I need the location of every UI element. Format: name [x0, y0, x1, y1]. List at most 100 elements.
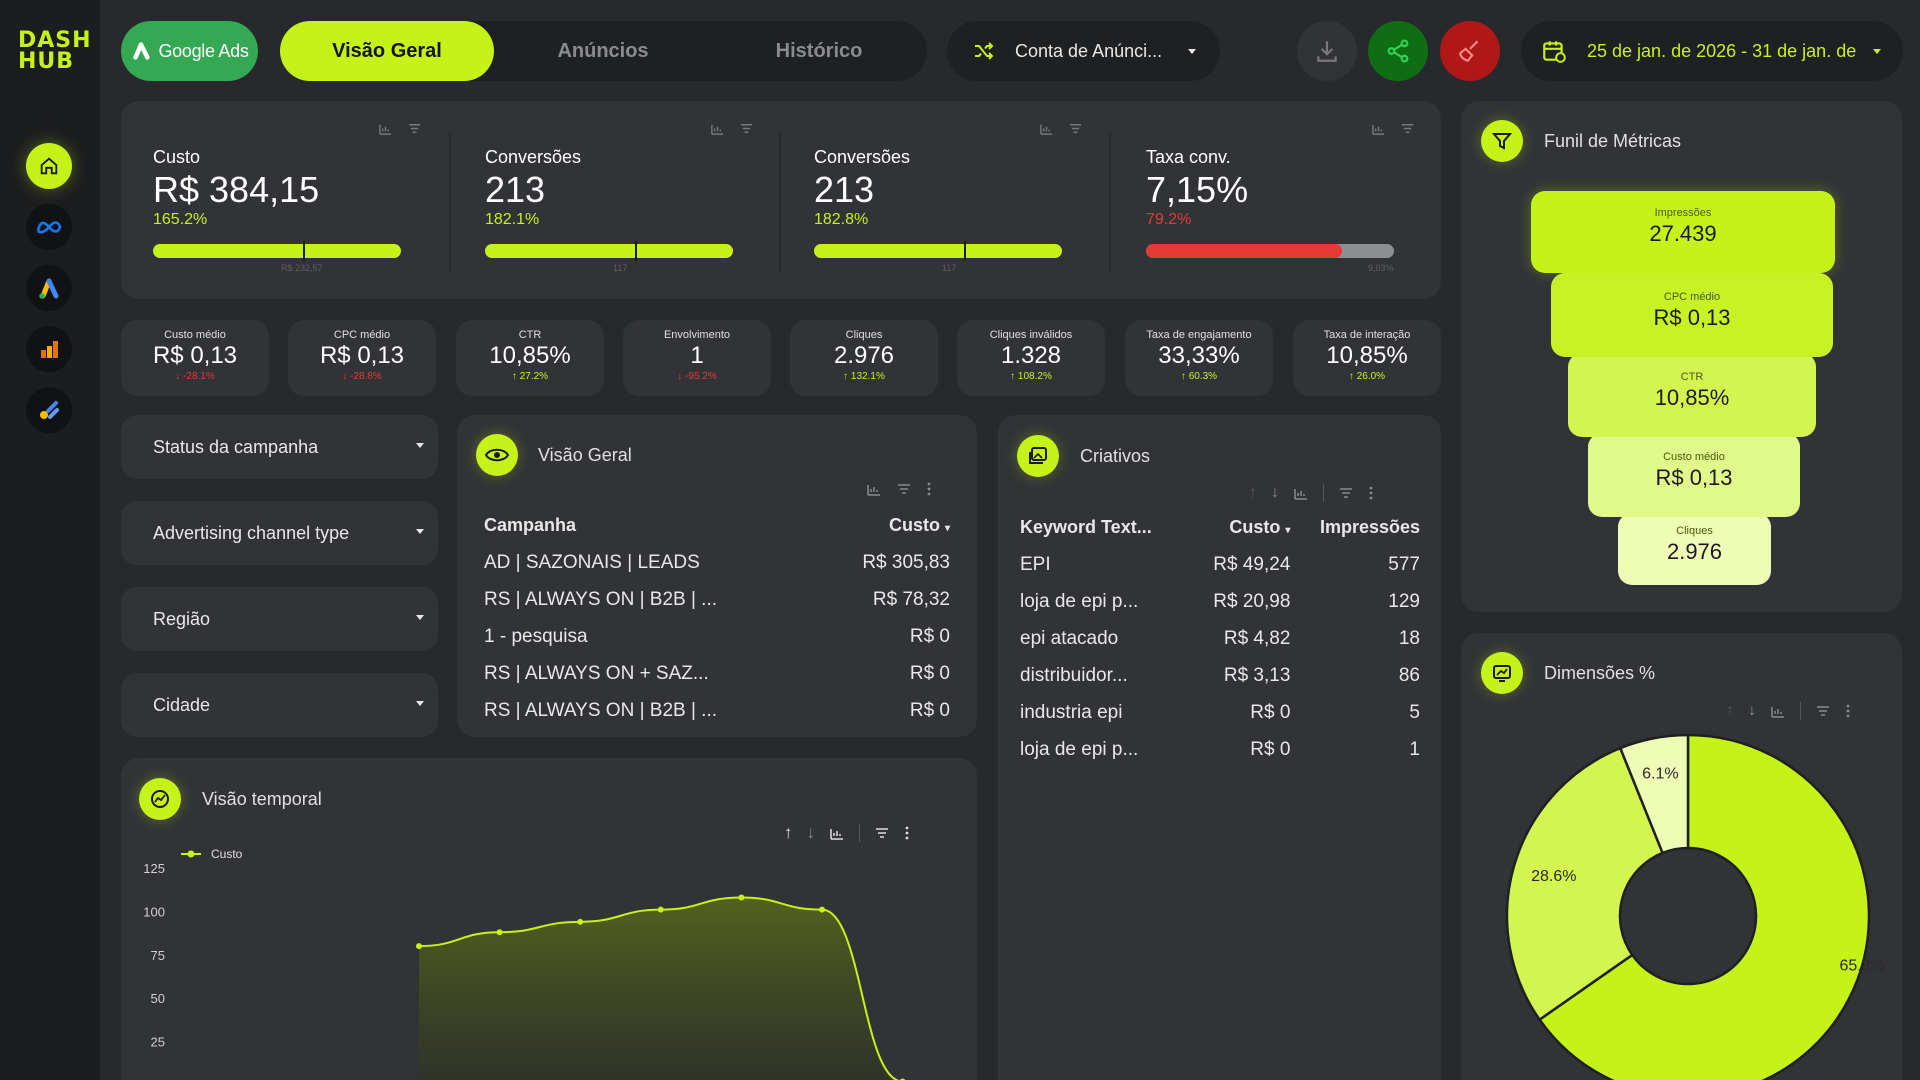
more-icon[interactable]: [904, 825, 910, 841]
cell-campanha: RS | ALWAYS ON | B2B | ...: [484, 699, 718, 721]
y-tick-label: 125: [143, 861, 165, 876]
metric-card: Taxa de engajamento 33,33% ↑ 60.3%: [1125, 320, 1273, 396]
table-row[interactable]: epi atacado R$ 4,82 18: [1020, 620, 1420, 657]
table-row[interactable]: RS | ALWAYS ON + SAZ... R$ 0: [484, 655, 950, 692]
table-row[interactable]: loja de epi p... R$ 20,98 129: [1020, 583, 1420, 620]
filter-status-campanha[interactable]: Status da campanha: [121, 415, 438, 479]
tab-anuncios[interactable]: Anúncios: [557, 39, 649, 62]
cell-custo: R$ 49,24: [1213, 553, 1291, 575]
filter-cidade[interactable]: Cidade: [121, 673, 438, 737]
metric-label: Cliques: [845, 329, 883, 341]
funnel-step: Cliques 2.976: [1618, 513, 1771, 585]
analytics-icon: [41, 341, 58, 358]
table-row[interactable]: EPI R$ 49,24 577: [1020, 546, 1420, 583]
target-marker: [964, 241, 966, 261]
sidebar-item-analytics[interactable]: [26, 326, 72, 372]
table-row[interactable]: AD | SAZONAIS | LEADS R$ 305,83: [484, 544, 950, 581]
clear-filters-button[interactable]: [1440, 21, 1500, 81]
column-header[interactable]: Impressões: [1319, 517, 1420, 537]
sidebar: DASH HUB: [0, 0, 100, 1080]
funnel-icon: [1481, 120, 1523, 162]
filter-regiao[interactable]: Região: [121, 587, 438, 651]
table-row[interactable]: RS | ALWAYS ON | B2B | ... R$ 78,32: [484, 581, 950, 618]
metric-label: CTR: [518, 329, 542, 341]
account-select[interactable]: Conta de Anúnci...: [947, 21, 1220, 81]
sort-down-icon[interactable]: ↓: [1748, 702, 1756, 719]
table-row[interactable]: loja de epi p... R$ 0 1: [1020, 731, 1420, 768]
chart-edit-icon[interactable]: [1371, 121, 1386, 136]
divider: [779, 133, 781, 273]
kpi-scorecards: Custo R$ 384,15 165.2% R$ 232,57 Conversões 2…: [121, 101, 1441, 299]
chart-edit-icon[interactable]: [378, 121, 393, 136]
data-point: [416, 943, 422, 950]
sort-down-icon[interactable]: ↓: [1271, 484, 1279, 501]
sort-up-icon[interactable]: ↑: [784, 823, 793, 842]
table-row[interactable]: RS | ALWAYS ON | B2B | ... R$ 0: [484, 692, 950, 729]
calendar-icon: [1543, 41, 1566, 63]
cell-impressoes: 577: [1388, 553, 1420, 575]
metric-value: 1: [690, 342, 704, 369]
sort-down-icon[interactable]: ↓: [806, 823, 816, 842]
column-header-sorted[interactable]: Custo ▾: [1229, 517, 1291, 537]
kpi-label: Conversões: [814, 147, 911, 167]
pie-slice: [1618, 733, 1690, 855]
cell-custo: R$ 4,82: [1223, 627, 1291, 649]
filter-icon[interactable]: [1338, 485, 1354, 501]
chart-edit-icon[interactable]: [829, 825, 845, 841]
metric-card: Cliques 2.976 ↑ 132.1%: [790, 320, 938, 396]
kpi-change: 182.8%: [814, 211, 869, 228]
sort-up-icon[interactable]: ↑: [1249, 484, 1257, 501]
more-icon[interactable]: [926, 481, 932, 497]
sidebar-item-home[interactable]: [26, 143, 72, 189]
temporal-title: Visão temporal: [202, 789, 322, 809]
pie-slice: [1505, 746, 1665, 1022]
tab-historico[interactable]: Histórico: [775, 39, 863, 62]
column-header[interactable]: Keyword Text...: [1020, 517, 1152, 537]
more-icon[interactable]: [1368, 485, 1374, 501]
chart-edit-icon[interactable]: [1293, 485, 1309, 501]
google-ads-button[interactable]: Google Ads: [121, 21, 258, 81]
sidebar-item-google-ads[interactable]: [26, 265, 72, 311]
table-row[interactable]: distribuidor... R$ 3,13 86: [1020, 657, 1420, 694]
chart-edit-icon[interactable]: [1770, 703, 1786, 719]
home-icon: [40, 157, 58, 175]
filter-icon[interactable]: [896, 481, 912, 497]
more-icon[interactable]: [1845, 703, 1851, 719]
filter-advertising-channel[interactable]: Advertising channel type: [121, 501, 438, 565]
arrow-up-icon: ↑: [1010, 371, 1016, 382]
chart-edit-icon[interactable]: [866, 481, 882, 497]
data-point: [657, 906, 664, 913]
chart-edit-icon[interactable]: [710, 121, 725, 136]
metric-change: ↓ -95.2%: [677, 371, 717, 382]
share-button[interactable]: [1368, 21, 1428, 81]
funnel-step: CTR 10,85%: [1568, 353, 1816, 437]
date-range-picker[interactable]: 25 de jan. de 2026 - 31 de jan. de: [1521, 21, 1903, 81]
share-icon: [1387, 39, 1409, 63]
tab-bar: Visão Geral Anúncios Histórico: [280, 21, 927, 81]
metric-card: Taxa de interação 10,85% ↑ 26.0%: [1293, 320, 1441, 396]
table-row[interactable]: 1 - pesquisa R$ 0: [484, 618, 950, 655]
filter-icon[interactable]: [739, 121, 754, 136]
metric-card: CPC médio R$ 0,13 ↓ -28.8%: [288, 320, 436, 396]
kpi-value: 7,15%: [1146, 169, 1249, 210]
filter-icon[interactable]: [407, 121, 422, 136]
cell-impressoes: 1: [1409, 738, 1420, 760]
column-header-sorted[interactable]: Custo ▾: [888, 515, 950, 535]
filter-icon[interactable]: [1068, 121, 1083, 136]
table-row[interactable]: industria epi R$ 0 5: [1020, 694, 1420, 731]
filter-icon[interactable]: [874, 825, 890, 841]
column-header[interactable]: Campanha: [484, 515, 577, 535]
filter-icon[interactable]: [1400, 121, 1415, 136]
filter-icon[interactable]: [1815, 703, 1831, 719]
tab-visao-geral[interactable]: Visão Geral: [280, 21, 494, 81]
cell-impressoes: 18: [1398, 627, 1420, 649]
sidebar-item-looker[interactable]: [26, 387, 72, 433]
chart-edit-icon[interactable]: [1039, 121, 1054, 136]
sort-up-icon[interactable]: ↑: [1726, 702, 1734, 719]
sidebar-item-meta[interactable]: [26, 204, 72, 250]
broom-icon: [1459, 40, 1479, 62]
download-button[interactable]: [1297, 21, 1357, 81]
cell-keyword: loja de epi p...: [1020, 738, 1139, 760]
metric-value: R$ 0,13: [152, 342, 238, 369]
progress-bar: [153, 244, 401, 258]
